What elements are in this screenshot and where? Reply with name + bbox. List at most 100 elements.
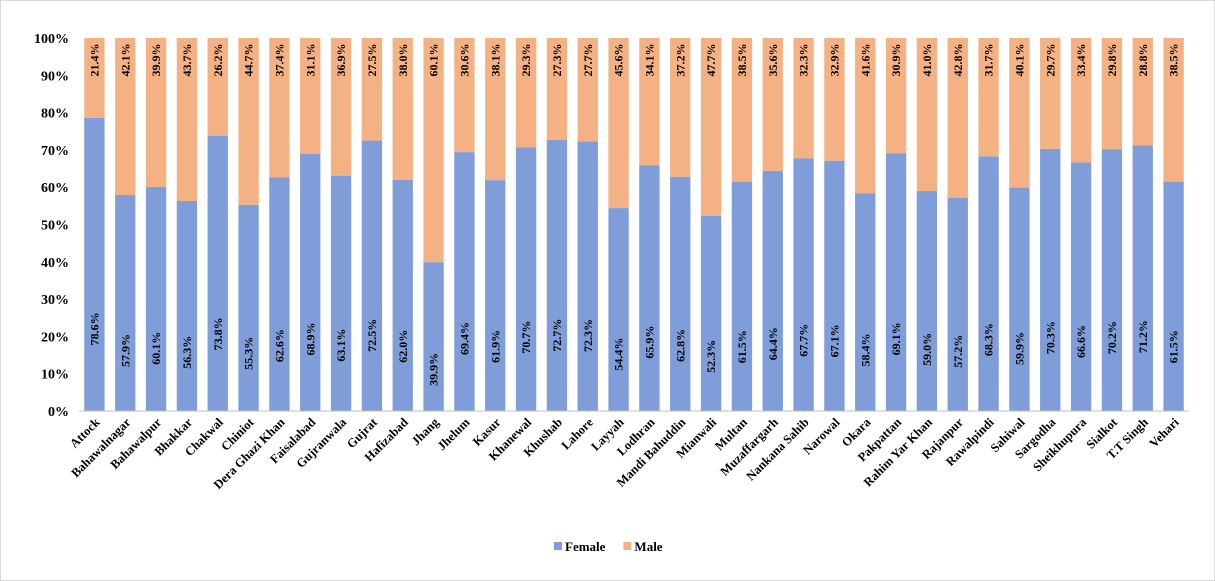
data-label: 70.7% (519, 321, 533, 354)
data-label: 57.9% (118, 334, 132, 367)
data-label: 39.9% (427, 353, 441, 386)
y-tick-label: 10% (41, 368, 69, 383)
data-label: 38.0% (396, 44, 410, 77)
y-tick-label: 50% (41, 219, 69, 234)
data-label: 68.9% (303, 323, 317, 356)
data-label: 37.2% (673, 44, 687, 77)
bar-female-sheikhupura (1070, 162, 1092, 411)
data-label: 60.1% (149, 332, 163, 365)
data-label: 27.3% (550, 44, 564, 77)
bar-female-bhakkar (176, 201, 198, 411)
data-label: 31.1% (303, 44, 317, 77)
data-label: 59.9% (1012, 332, 1026, 365)
data-label: 70.2% (1105, 321, 1119, 354)
y-tick-label: 60% (41, 181, 69, 196)
bar-male-bahawalpur (145, 38, 167, 187)
x-tick-label: Vehari (1147, 415, 1182, 450)
bar-female-sahiwal (1009, 187, 1030, 411)
legend: Female Male (554, 539, 663, 554)
bar-male-pakpattan (885, 38, 907, 154)
bar-male-bhakkar (176, 38, 198, 202)
bar-female-bahawalpur (145, 186, 167, 411)
data-label: 32.3% (797, 44, 811, 77)
bar-female-dera-ghazi-khan (269, 177, 290, 411)
data-label: 57.2% (951, 335, 965, 368)
data-label: 33.4% (1074, 44, 1088, 77)
y-tick-label: 20% (41, 330, 69, 345)
data-label: 45.6% (612, 44, 626, 77)
bar-male-attock (84, 38, 105, 118)
data-label: 29.8% (1105, 44, 1119, 77)
legend-swatch-male (623, 542, 632, 550)
data-label: 78.6% (87, 312, 101, 345)
data-label: 65.9% (642, 326, 656, 359)
bar-male-lahore (577, 38, 598, 142)
data-label: 66.6% (1074, 325, 1088, 358)
bar-male-multan (731, 38, 753, 182)
data-label: 42.8% (951, 44, 965, 77)
bar-male-khushab (546, 38, 568, 140)
bar-male-rahim-yar-khan (916, 38, 938, 191)
data-label: 62.8% (673, 329, 687, 362)
data-label: 47.7% (704, 44, 718, 77)
data-label: 29.7% (1043, 44, 1057, 77)
bar-male-gujranwala (330, 38, 352, 176)
bar-female-vehari (1163, 181, 1184, 411)
data-label: 64.4% (766, 327, 780, 360)
bar-female-attock (84, 117, 105, 412)
bar-female-lodhran (639, 165, 660, 411)
bars: 78.6% 21.4% 57.9% 42.1% 60.1% 39.9% 56.3% 43.7%… (84, 38, 1184, 412)
data-label: 70.3% (1043, 321, 1057, 354)
bar-male-rawalpindi (978, 38, 999, 157)
data-label: 71.2% (1136, 320, 1150, 353)
bar-female-layyah (608, 208, 629, 411)
data-label: 63.1% (334, 329, 348, 362)
data-label: 42.1% (118, 44, 132, 77)
data-label: 21.4% (87, 44, 101, 77)
data-label: 60.1% (427, 44, 441, 77)
data-label: 61.5% (735, 330, 749, 363)
bar-male-narowal (824, 38, 845, 161)
data-label: 72.7% (550, 319, 564, 352)
bar-female-nankana-sahib (793, 158, 814, 411)
bar-female-muzaffargarh (762, 170, 783, 411)
bar-male-nankana-sahib (793, 38, 814, 159)
data-label: 56.3% (180, 336, 194, 369)
bar-male-jhelum (454, 38, 475, 153)
data-label: 58.4% (858, 334, 872, 367)
bar-female-jhang (423, 262, 444, 411)
bar-female-gujranwala (330, 175, 352, 411)
bar-female-faisalabad (300, 154, 321, 412)
bar-female-hafizabad (392, 179, 413, 411)
data-label: 30.9% (889, 44, 903, 77)
bar-female-t-t-singh (1132, 145, 1153, 411)
data-label: 61.9% (488, 330, 502, 363)
data-label: 28.8% (1136, 44, 1150, 77)
data-label: 54.4% (612, 338, 626, 371)
bar-male-okara (855, 38, 876, 194)
data-label: 59.0% (920, 333, 934, 366)
data-label: 52.3% (704, 340, 718, 373)
data-label: 68.3% (982, 323, 996, 356)
data-label: 72.3% (581, 319, 595, 352)
bar-male-kasur (485, 38, 506, 181)
bar-male-sargodha (1040, 38, 1061, 149)
y-tick-label: 40% (41, 256, 69, 271)
bar-female-rahim-yar-khan (916, 190, 938, 411)
bar-female-mandi-bahuddin (670, 176, 691, 411)
bar-male-chakwal (207, 38, 228, 136)
bar-male-jhang (423, 38, 444, 263)
data-label: 34.1% (642, 44, 656, 77)
x-tick-label: Jhelum (435, 415, 473, 453)
bar-male-vehari (1163, 38, 1184, 182)
data-label: 38.5% (735, 44, 749, 77)
bar-female-sialkot (1101, 149, 1123, 412)
legend-label-female: Female (565, 539, 606, 554)
data-label: 67.7% (797, 324, 811, 357)
data-label: 72.5% (365, 319, 379, 352)
y-tick-label: 100% (34, 32, 69, 47)
x-axis: AttockBahawalnagarBahawalpurBhakkarChakw… (67, 415, 1182, 492)
bar-female-pakpattan (885, 153, 907, 411)
